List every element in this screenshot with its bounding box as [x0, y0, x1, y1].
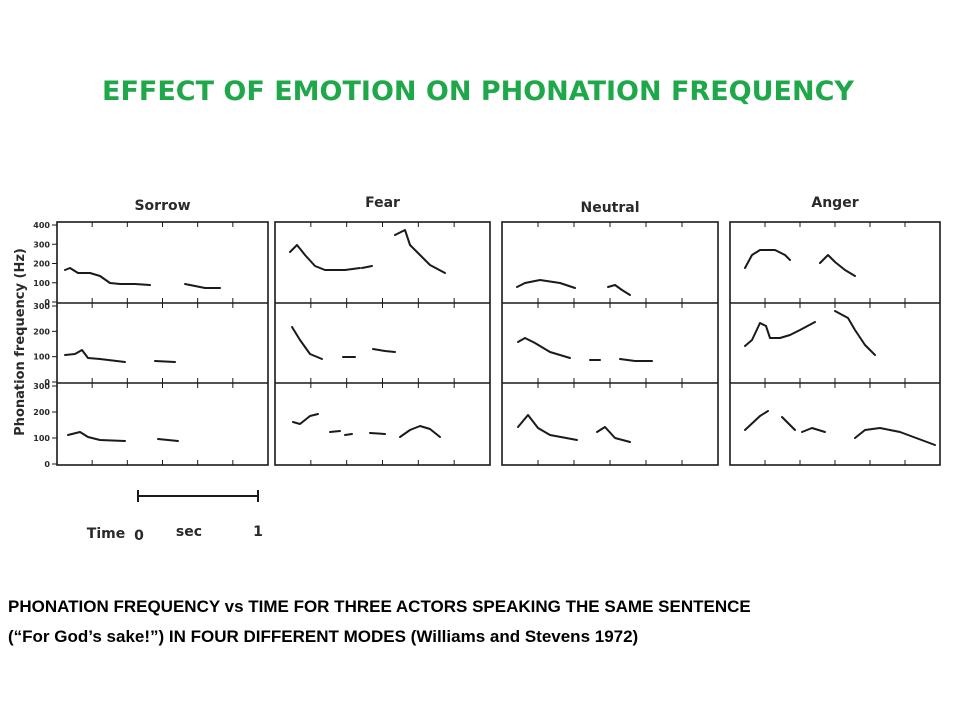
curve [292, 413, 319, 425]
curve [781, 416, 796, 431]
y-tick-label: 200 [33, 408, 50, 417]
time-end: 1 [253, 524, 263, 540]
curve [372, 348, 396, 353]
y-tick-label: 300 [33, 382, 50, 391]
curve [607, 284, 631, 296]
curve [291, 326, 323, 360]
panel-frame [56, 221, 269, 466]
curve [329, 430, 341, 433]
curve [517, 337, 571, 359]
caption-line: (“For God’s sake!”) IN FOUR DIFFERENT MO… [8, 627, 638, 646]
curve [744, 321, 816, 347]
y-tick-label: 0 [44, 460, 50, 469]
y-tick-label: 300 [33, 240, 50, 249]
curve [157, 438, 179, 442]
curve [819, 254, 856, 277]
curve [517, 414, 578, 441]
panel-title: Anger [811, 195, 858, 211]
y-tick-label: 400 [33, 221, 50, 230]
curve [854, 427, 936, 446]
panel-title: Fear [365, 195, 400, 211]
y-tick-label: 100 [33, 353, 50, 362]
time-unit: sec [176, 524, 202, 540]
curve [399, 425, 441, 438]
curve [596, 426, 631, 443]
panel-frame [729, 221, 941, 466]
caption-line: PHONATION FREQUENCY vs TIME FOR THREE AC… [8, 597, 751, 616]
curve [744, 249, 791, 269]
y-tick-label: 100 [33, 279, 50, 288]
curve [344, 433, 353, 436]
figure: 010020030001002003000100200300400AngerNe… [13, 195, 941, 544]
slide-title: EFFECT OF EMOTION ON PHONATION FREQUENCY [102, 76, 854, 107]
y-tick-label: 0 [44, 378, 50, 387]
panel-title: Sorrow [134, 198, 190, 214]
curve [361, 265, 373, 269]
curves [64, 229, 936, 446]
panel-frame [501, 221, 719, 466]
panel-frame [274, 221, 491, 466]
curve [64, 267, 151, 286]
y-tick-label: 200 [33, 260, 50, 269]
curve [67, 431, 126, 442]
curve [801, 427, 826, 433]
curve [834, 310, 876, 356]
y-axis-label: Phonation frequency (Hz) [13, 248, 28, 436]
y-tick-label: 100 [33, 434, 50, 443]
curve [154, 360, 176, 363]
panel-title: Neutral [580, 200, 639, 216]
y-tick-label: 0 [44, 298, 50, 307]
y-tick-label: 300 [33, 302, 50, 311]
curve [516, 279, 576, 289]
curve [64, 349, 126, 363]
curve [619, 358, 653, 362]
curve [744, 410, 769, 431]
curve [184, 283, 221, 289]
curve [289, 244, 361, 271]
curve [394, 229, 446, 274]
time-label: Time [87, 526, 125, 542]
y-tick-label: 200 [33, 327, 50, 336]
curve [369, 432, 386, 435]
time-start: 0 [134, 528, 144, 544]
